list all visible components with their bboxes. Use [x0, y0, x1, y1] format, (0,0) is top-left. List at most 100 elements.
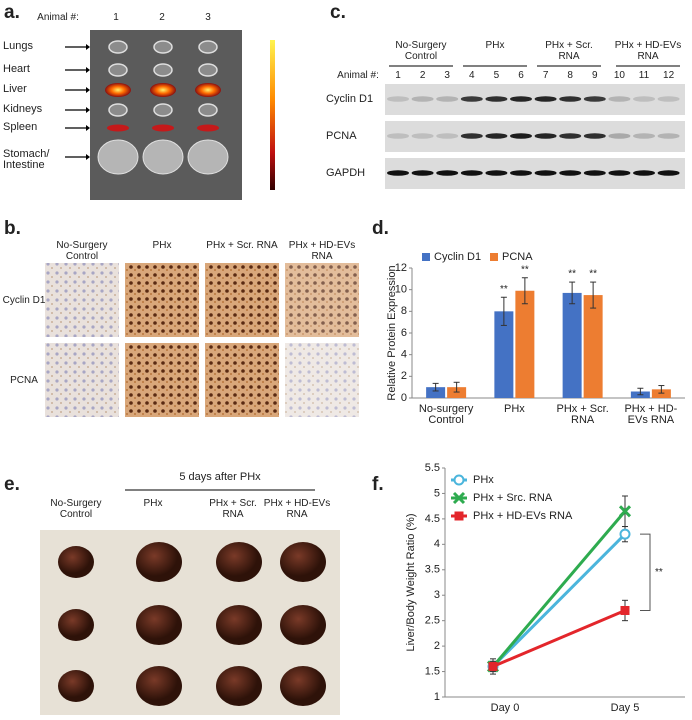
y-tick-label: 1 — [434, 691, 440, 703]
animal-number: 1 — [113, 12, 119, 23]
y-tick-label: 3.5 — [425, 564, 440, 576]
liver — [58, 546, 94, 578]
organ — [108, 103, 128, 117]
bracket — [640, 533, 651, 611]
point — [454, 511, 464, 521]
blot-band — [411, 96, 434, 102]
panel-label: d. — [372, 218, 389, 239]
arrow-head — [86, 44, 90, 50]
y-tick-label: 0 — [401, 392, 407, 404]
organ — [153, 103, 173, 117]
ihc-image — [45, 343, 119, 417]
blot-band — [633, 133, 655, 139]
liver — [280, 605, 326, 645]
bar — [562, 292, 582, 398]
significance: ** — [521, 264, 529, 275]
point — [452, 491, 466, 505]
blot-band — [436, 96, 459, 102]
arrow-head — [86, 125, 90, 131]
column-label: PHx + Scr. RNA — [206, 240, 278, 251]
y-tick-label: 6 — [401, 327, 407, 339]
significance: ** — [589, 269, 597, 280]
lane-number: 7 — [542, 70, 549, 81]
column-label: No-Surgery Control — [50, 498, 102, 520]
point — [619, 528, 631, 540]
protein-label: Cyclin D1 — [326, 93, 374, 105]
organ — [153, 40, 173, 54]
row-label: PCNA — [10, 375, 38, 386]
animal-number: 3 — [205, 12, 211, 23]
organ-signal — [195, 83, 221, 97]
organ — [187, 139, 229, 175]
point — [453, 474, 465, 486]
blot-band — [657, 96, 680, 102]
y-tick-label: 1.5 — [425, 665, 440, 677]
y-tick-label: 4 — [434, 538, 440, 550]
blot-band — [460, 170, 483, 176]
y-tick-label: 3 — [434, 589, 440, 601]
animal-number: 2 — [159, 12, 165, 23]
legend-swatch — [422, 253, 430, 261]
blot-band — [485, 133, 508, 139]
organ — [198, 103, 218, 117]
organ — [108, 63, 128, 77]
blot-band — [534, 170, 557, 176]
blot-band — [485, 170, 508, 176]
point — [620, 605, 630, 615]
organ — [142, 139, 184, 175]
bar — [651, 389, 671, 398]
blot-band — [608, 96, 631, 102]
column-label: PHx + HD-EVs RNA — [263, 498, 331, 520]
blot-band — [387, 96, 409, 102]
blot-band — [460, 133, 483, 139]
color-scale — [270, 40, 275, 190]
blot-band — [436, 133, 459, 139]
bar — [426, 387, 446, 398]
lane-number: 10 — [613, 70, 625, 81]
protein-label: PCNA — [326, 130, 357, 142]
blot-band — [510, 170, 532, 176]
organ-label: Lungs — [3, 40, 33, 52]
lane-number: 6 — [518, 70, 524, 81]
column-label: PHx — [143, 498, 163, 509]
line — [491, 533, 627, 668]
organ — [198, 63, 218, 77]
y-tick-label: 5.5 — [425, 462, 440, 474]
y-axis-label: Liver/Body Weight Ratio (%) — [405, 514, 417, 652]
significance: ** — [568, 269, 576, 280]
blot-band — [534, 96, 557, 102]
group-label: No-Surgery Control — [395, 40, 447, 62]
y-tick-label: 2 — [401, 370, 407, 382]
y-tick-label: 12 — [395, 262, 407, 274]
blot-band — [411, 170, 434, 176]
blot-band — [583, 133, 606, 139]
x-tick-label: No-surgery Control — [418, 403, 474, 426]
blot-band — [485, 96, 508, 102]
blot-band — [633, 170, 655, 176]
y-tick-label: 8 — [401, 305, 407, 317]
x-tick-label: PHx + HD-EVs RNA — [624, 403, 678, 426]
organ — [198, 40, 218, 54]
liver — [58, 670, 94, 702]
organ-signal — [150, 83, 176, 97]
panel-label: e. — [4, 474, 20, 495]
blot-band — [583, 96, 606, 102]
blot-band — [534, 133, 557, 139]
organ-signal — [152, 124, 174, 132]
organ-signal — [197, 124, 219, 132]
organ-signal — [105, 83, 131, 97]
blot-band — [559, 133, 582, 139]
point — [488, 661, 498, 671]
blot-band — [559, 170, 582, 176]
y-tick-label: 2.5 — [425, 615, 440, 627]
panel-label: c. — [330, 2, 346, 23]
legend-label: PHx — [473, 474, 494, 486]
blot-band — [460, 96, 483, 102]
arrow-head — [86, 67, 90, 73]
blot-band — [411, 133, 434, 139]
x-tick-label: Day 0 — [490, 702, 520, 714]
legend-label: Cyclin D1 — [434, 251, 481, 263]
y-tick-label: 5 — [434, 487, 440, 499]
organ — [153, 63, 173, 77]
